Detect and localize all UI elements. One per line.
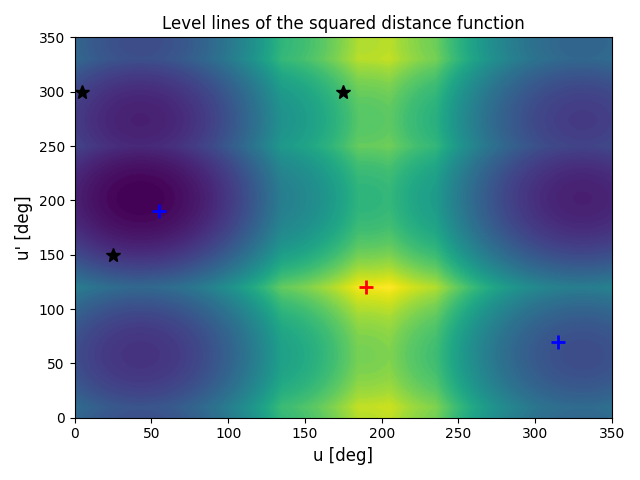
Y-axis label: u' [deg]: u' [deg] bbox=[15, 195, 33, 260]
X-axis label: u [deg]: u [deg] bbox=[313, 447, 373, 465]
Title: Level lines of the squared distance function: Level lines of the squared distance func… bbox=[162, 15, 525, 33]
